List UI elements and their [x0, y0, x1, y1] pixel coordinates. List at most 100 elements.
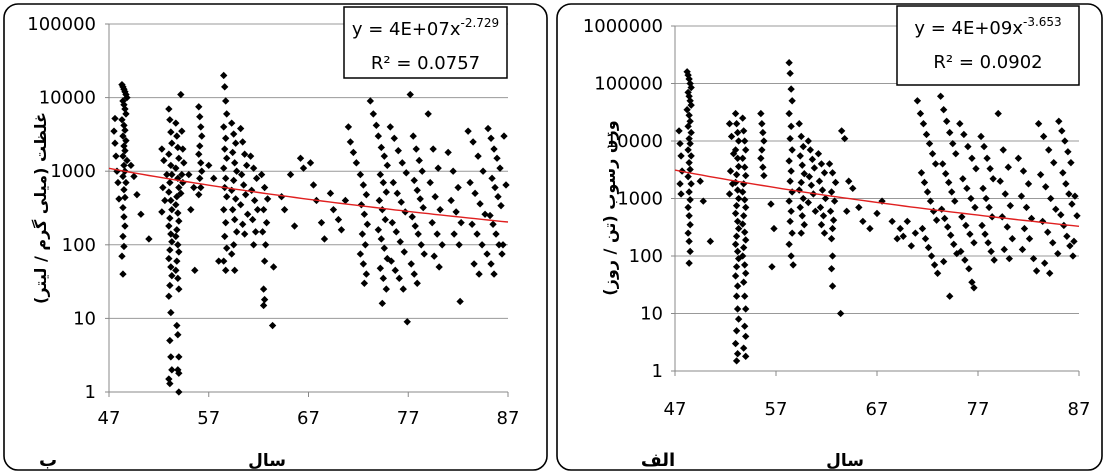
data-point — [196, 174, 204, 183]
data-point — [174, 274, 182, 283]
x-axis-label: سال — [826, 451, 864, 471]
data-point — [932, 216, 941, 224]
data-point — [789, 261, 797, 269]
data-point — [946, 292, 954, 300]
data-point — [344, 123, 353, 131]
trend-equation: y = 4E+07x-2.729 — [352, 16, 499, 40]
data-point — [165, 254, 173, 263]
data-point — [262, 218, 271, 227]
data-point — [237, 170, 246, 179]
data-point — [166, 336, 174, 345]
data-point — [236, 124, 245, 133]
data-point — [787, 252, 795, 260]
data-points — [110, 71, 510, 396]
data-point — [119, 172, 127, 181]
data-point — [120, 121, 128, 130]
data-point — [960, 130, 968, 139]
data-point — [379, 178, 387, 187]
data-point — [112, 152, 120, 160]
data-point — [223, 154, 231, 162]
data-point — [466, 178, 474, 187]
data-point — [174, 241, 182, 249]
panel-label: الف — [641, 450, 675, 471]
data-point — [167, 230, 175, 238]
data-point — [919, 120, 928, 128]
data-point — [230, 176, 238, 185]
data-point — [387, 257, 395, 265]
data-point — [939, 106, 948, 114]
equation-box — [343, 6, 508, 79]
data-point — [800, 221, 808, 229]
data-point — [964, 142, 972, 151]
data-point — [413, 279, 421, 287]
data-point — [1003, 223, 1011, 231]
data-point — [195, 150, 203, 158]
data-point — [187, 206, 195, 214]
data-point — [260, 257, 269, 265]
data-point — [121, 147, 129, 155]
data-point — [220, 71, 228, 80]
y-tick-label: 100000 — [594, 74, 663, 95]
y-tick-label: 1000000 — [583, 16, 663, 37]
data-point — [240, 230, 249, 238]
data-point — [738, 114, 747, 122]
data-point — [165, 292, 173, 300]
x-tick-label: 57 — [765, 399, 788, 420]
data-point — [786, 217, 794, 226]
chart-panel-sediment: 1 10 100 1000 10000 100000 1000000 47 57 67 77 87 y … — [553, 0, 1107, 475]
data-point — [757, 109, 765, 118]
data-point — [241, 190, 250, 199]
data-point — [740, 278, 748, 286]
data-point — [122, 110, 130, 118]
data-point — [487, 260, 495, 268]
data-point — [120, 186, 128, 194]
data-point — [733, 305, 742, 313]
data-point — [455, 241, 463, 249]
data-point — [399, 285, 407, 293]
data-point — [230, 130, 238, 138]
x-tick-label: 57 — [197, 408, 220, 429]
y-tick-label: 10 — [640, 304, 663, 325]
data-point — [119, 152, 127, 160]
data-point — [920, 178, 929, 187]
data-point — [175, 353, 183, 361]
y-tick-label: 10 — [73, 308, 96, 329]
data-point — [401, 208, 409, 216]
data-point — [787, 122, 795, 130]
data-point — [121, 105, 129, 113]
data-point — [415, 156, 423, 165]
data-point — [927, 252, 936, 260]
data-point — [978, 221, 986, 230]
data-point — [123, 156, 131, 165]
data-point — [456, 297, 464, 306]
data-point — [341, 196, 350, 205]
data-point — [389, 178, 397, 187]
data-point — [687, 180, 695, 188]
data-point — [958, 213, 966, 221]
data-point — [731, 339, 740, 348]
data-point — [738, 188, 747, 196]
data-point — [996, 177, 1004, 185]
data-point — [413, 186, 421, 194]
y-tick-label: 1000 — [50, 161, 96, 182]
y-tick-label: 10000 — [39, 88, 96, 109]
y-tick-labels: 1 10 100 1000 10000 100000 1000000 — [583, 16, 675, 382]
data-point — [374, 132, 383, 140]
data-point — [922, 130, 931, 139]
x-tick-label: 67 — [297, 408, 320, 429]
y-tick-label: 100 — [62, 235, 96, 256]
data-point — [733, 282, 742, 290]
data-point — [111, 139, 119, 147]
data-point — [173, 132, 181, 140]
data-point — [457, 218, 465, 227]
equation-exponent: -3.653 — [1023, 15, 1062, 29]
data-point — [232, 195, 240, 203]
data-point — [687, 101, 695, 109]
data-point — [395, 274, 403, 283]
data-point — [220, 206, 228, 214]
y-tick-label: 100 — [629, 246, 663, 267]
data-point — [984, 239, 992, 247]
data-point — [787, 167, 795, 175]
data-point — [470, 260, 478, 268]
data-point — [1008, 235, 1017, 243]
